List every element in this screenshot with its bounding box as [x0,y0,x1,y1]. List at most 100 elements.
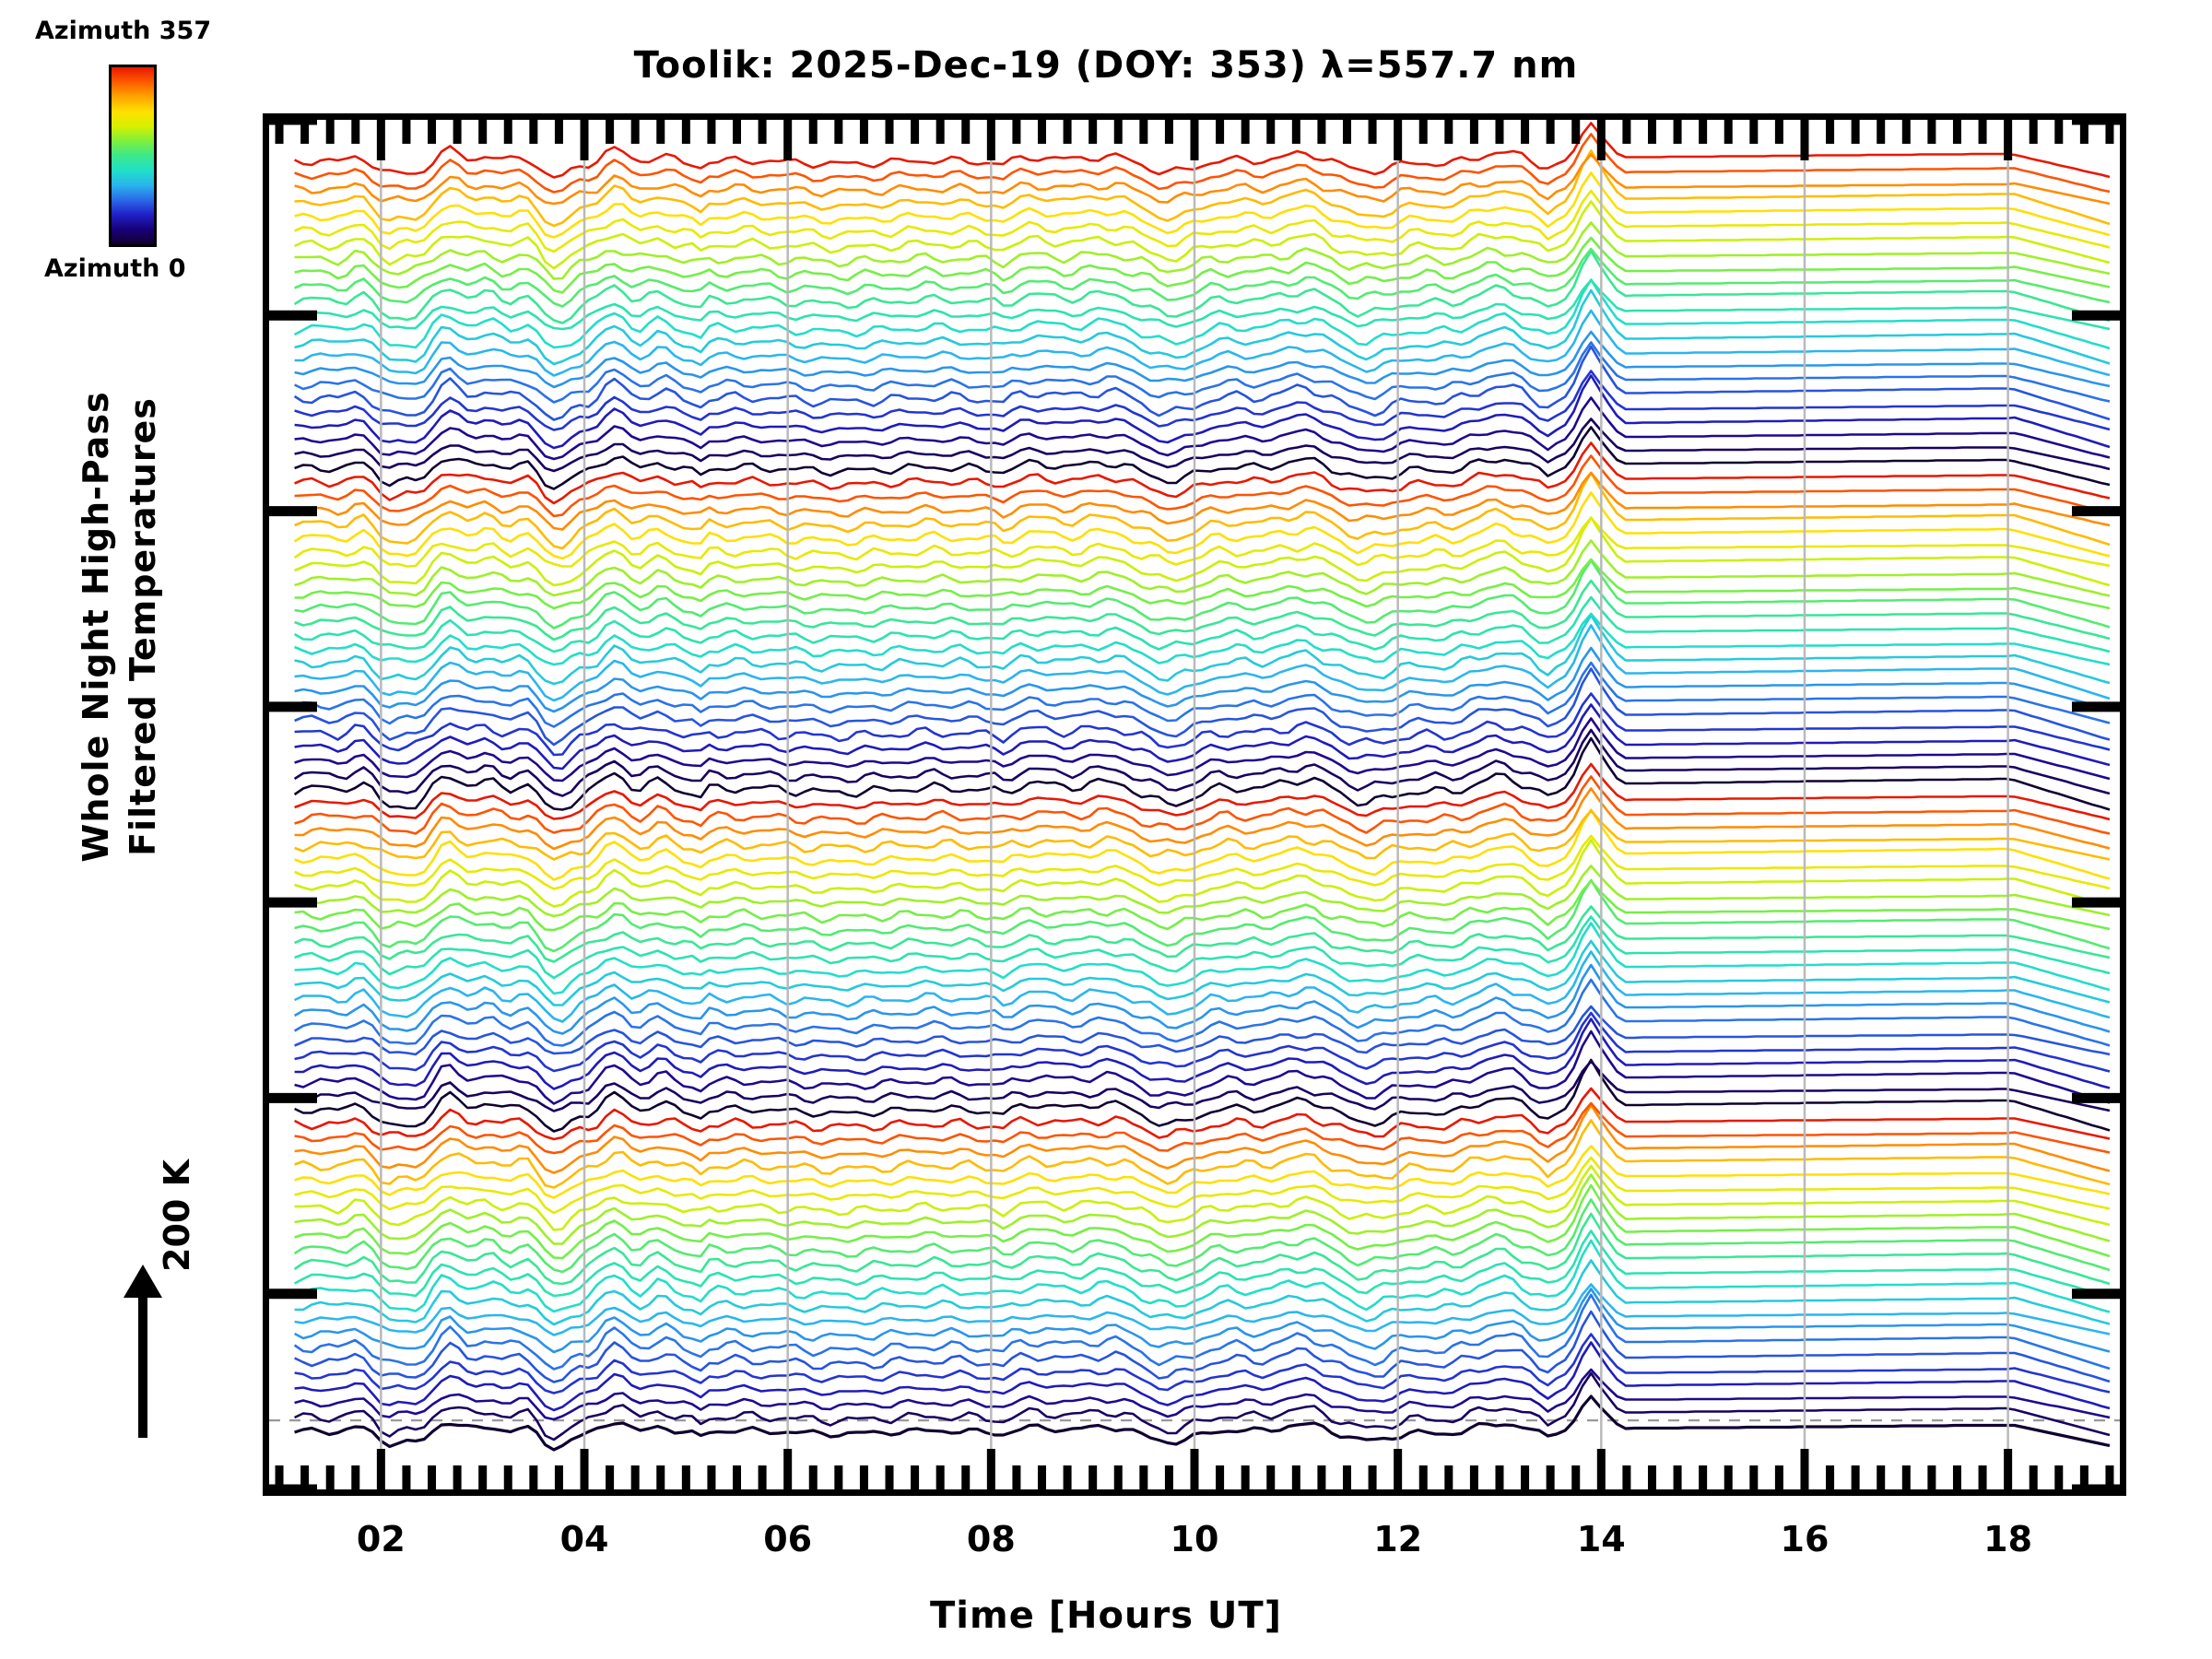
azimuth-colorbar [109,65,157,247]
scalebar-line [138,1272,147,1438]
trace-line [294,1030,2111,1105]
trace-line [294,133,2111,194]
trace-line [294,614,2111,686]
trace-line [294,247,2111,308]
trace-line [294,471,2111,531]
trace-line [294,1394,2111,1452]
trace-line [294,418,2111,473]
y-axis-label: Whole Night High-Pass Filtered Temperatu… [65,258,175,995]
trace-line [294,878,2111,953]
trace-line [294,1101,2111,1155]
trace-line [294,1310,2111,1383]
trace-line [294,787,2111,851]
trace-line [294,834,2111,890]
trace-line [294,341,2111,404]
trace-line [294,1018,2111,1090]
trace-line [294,374,2111,450]
trace-line [293,1212,2111,1286]
trace-line [293,963,2111,1035]
trace-line [294,1164,2111,1231]
trace-line [294,1058,2111,1133]
trace-line [294,865,2111,918]
trace-line [294,624,2111,702]
scalebar-label: 200 K [157,1159,197,1272]
trace-line [294,1341,2111,1412]
trace-line [294,149,2111,228]
trace-line [294,646,2111,713]
trace-line [293,516,2111,568]
trace-line [294,762,2111,821]
trace-line [294,221,2111,280]
trace-line [294,1239,2111,1313]
trace-line [294,236,2111,294]
trace-line [294,558,2111,610]
trace-line [293,978,2111,1047]
trace-line [294,1145,2111,1199]
trace-line [294,1259,2111,1326]
x-tick-label: 08 [966,1519,1016,1559]
trace-line [294,454,2111,518]
trace-line [294,579,2111,641]
trace-line [294,1183,2111,1260]
trace-line [294,426,2111,490]
trace-line [294,309,2111,377]
trace-line [294,539,2111,597]
trace-line [294,667,2111,747]
trace-line [294,1283,2111,1336]
trace-line [294,692,2111,757]
trace-line [294,441,2111,505]
y-axis-label-line2: Filtered Temperatures [123,397,163,856]
x-tick-label: 14 [1576,1519,1626,1559]
x-tick-label: 04 [559,1519,609,1559]
trace-line [294,939,2111,1006]
trace-line [293,1198,2111,1274]
trace-line [294,1333,2111,1394]
trace-line [294,661,2111,728]
x-tick-label: 18 [1983,1519,2033,1559]
trace-line [294,396,2111,461]
trace-line [294,1156,2111,1215]
trace-line [294,1011,2111,1073]
trace-line [294,1005,2111,1056]
plot-area [269,120,2120,1489]
colorbar-gradient [109,65,157,247]
x-tick-label: 16 [1780,1519,1830,1559]
trace-line [294,471,2111,550]
trace-line [293,345,2111,421]
trace-line [294,775,2111,835]
x-tick-label: 06 [763,1519,813,1559]
trace-line [294,370,2111,431]
trace-line [293,1087,2111,1141]
trace-line [294,516,2111,587]
trace-line [294,879,2111,932]
axis-ticks [269,114,2120,1495]
x-tick-label: 10 [1170,1519,1219,1559]
trace-line [294,171,2111,239]
trace-line [294,950,2111,1023]
trace-line [294,288,2111,366]
trace-line [293,736,2111,811]
trace-line [293,1230,2111,1299]
colorbar-min-label: Azimuth 0 [44,254,186,283]
trace-line [294,703,2111,771]
trace-line [294,809,2111,861]
trace-line [294,915,2111,980]
x-tick-label: 02 [356,1519,406,1559]
traces-svg [269,122,2120,1452]
trace-line [294,839,2111,908]
trace-line [294,1103,2111,1174]
trace-line [294,1371,2111,1441]
trace-line [293,278,2111,350]
trace-line [294,905,2111,963]
trace-line [294,189,2111,253]
trace-line [294,612,2111,666]
page-title: Toolik: 2025-Dec-19 (DOY: 353) λ=557.7 n… [633,44,1579,87]
trace-line [294,922,2111,995]
trace-line [293,1060,2111,1112]
trace-line [294,153,2111,206]
trace-line [294,200,2111,270]
trace-line [293,1288,2111,1354]
x-tick-label: 12 [1373,1519,1423,1559]
colorbar-max-label: Azimuth 357 [35,17,212,45]
